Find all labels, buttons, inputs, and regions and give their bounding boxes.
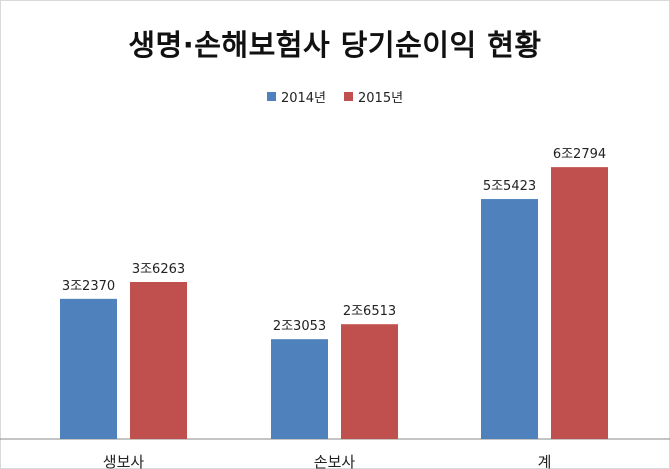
legend-swatch-2015 [344,92,353,101]
legend-swatch-2014 [266,92,276,101]
legend: 2014년 2015년 [0,87,670,106]
category-label-1: 손보사 [314,453,356,469]
data-label-1-0: 2조3053 [273,319,326,334]
bar-0-1 [130,282,187,439]
data-label-0-0: 3조2370 [62,279,115,294]
bar-1-1 [341,324,398,439]
legend-item-2014: 2014년 [266,87,326,106]
legend-label-2014: 2014년 [280,91,326,106]
data-label-0-1: 3조6263 [132,262,185,277]
bar-2-0 [481,199,538,439]
bar-2-1 [551,167,608,439]
data-label-2-1: 6조2794 [553,147,606,162]
bar-0-0 [60,298,117,439]
bar-1-0 [271,339,328,439]
data-label-1-1: 2조6513 [343,304,396,319]
legend-item-2015: 2015년 [344,87,403,106]
legend-label-2015: 2015년 [358,91,404,106]
chart-title: 생명·손해보험사 당기순이익 현황 [128,28,542,62]
data-label-2-0: 5조5423 [483,179,536,194]
category-label-2: 계 [538,453,552,469]
category-label-0: 생보사 [103,453,145,469]
